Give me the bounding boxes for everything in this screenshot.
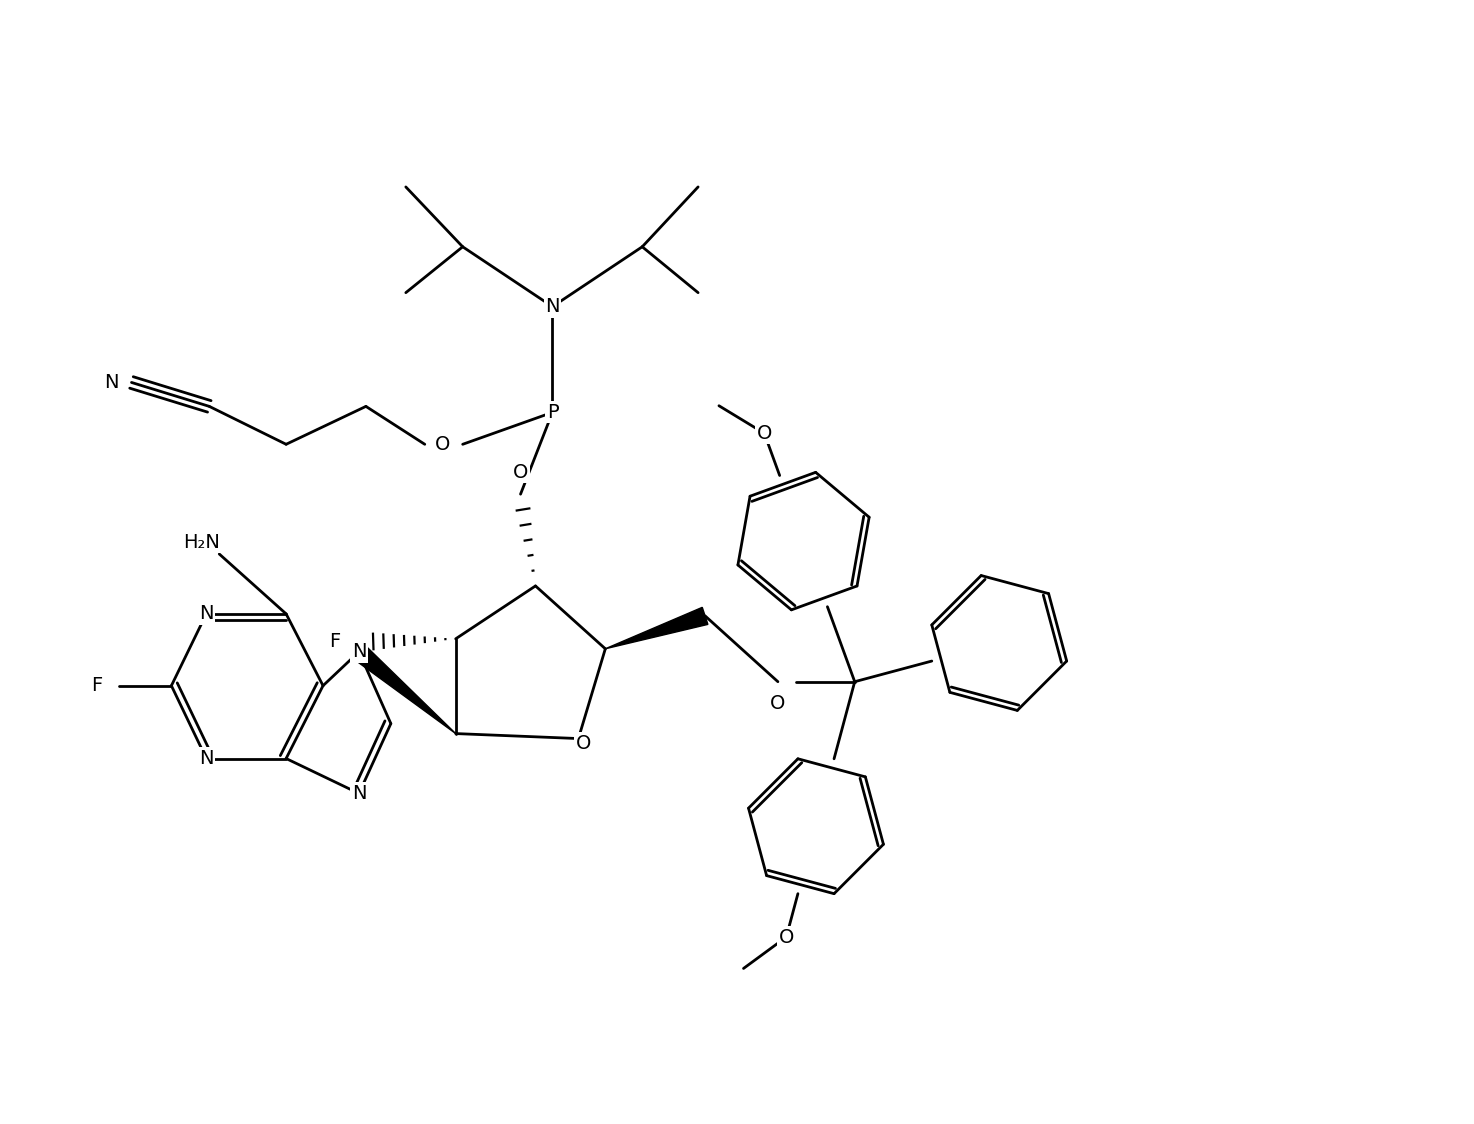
- Text: N: N: [545, 297, 560, 316]
- Text: N: N: [352, 783, 366, 803]
- Text: O: O: [771, 695, 786, 713]
- Text: N: N: [105, 373, 119, 392]
- Text: F: F: [91, 677, 102, 695]
- Polygon shape: [354, 645, 455, 734]
- Text: N: N: [352, 642, 366, 661]
- Polygon shape: [606, 607, 708, 649]
- Text: O: O: [513, 463, 528, 482]
- Text: O: O: [778, 927, 794, 946]
- Text: O: O: [513, 463, 528, 482]
- Text: O: O: [576, 734, 591, 753]
- Text: F: F: [91, 677, 102, 695]
- Text: O: O: [435, 435, 451, 454]
- Text: N: N: [199, 749, 214, 768]
- Text: O: O: [576, 734, 591, 753]
- Text: N: N: [352, 783, 366, 803]
- Text: N: N: [199, 749, 214, 768]
- Text: O: O: [756, 424, 772, 443]
- Text: N: N: [105, 373, 119, 392]
- Text: O: O: [778, 927, 794, 946]
- Text: O: O: [435, 435, 451, 454]
- Text: F: F: [329, 633, 340, 651]
- Text: H₂N: H₂N: [183, 533, 220, 552]
- Text: N: N: [545, 297, 560, 316]
- Text: P: P: [547, 402, 559, 422]
- Text: N: N: [352, 642, 366, 661]
- Text: F: F: [329, 633, 340, 651]
- Text: H₂N: H₂N: [183, 533, 220, 552]
- Text: P: P: [547, 402, 559, 422]
- Text: O: O: [771, 695, 786, 713]
- Text: N: N: [199, 605, 214, 624]
- Text: O: O: [756, 424, 772, 443]
- Text: N: N: [199, 605, 214, 624]
